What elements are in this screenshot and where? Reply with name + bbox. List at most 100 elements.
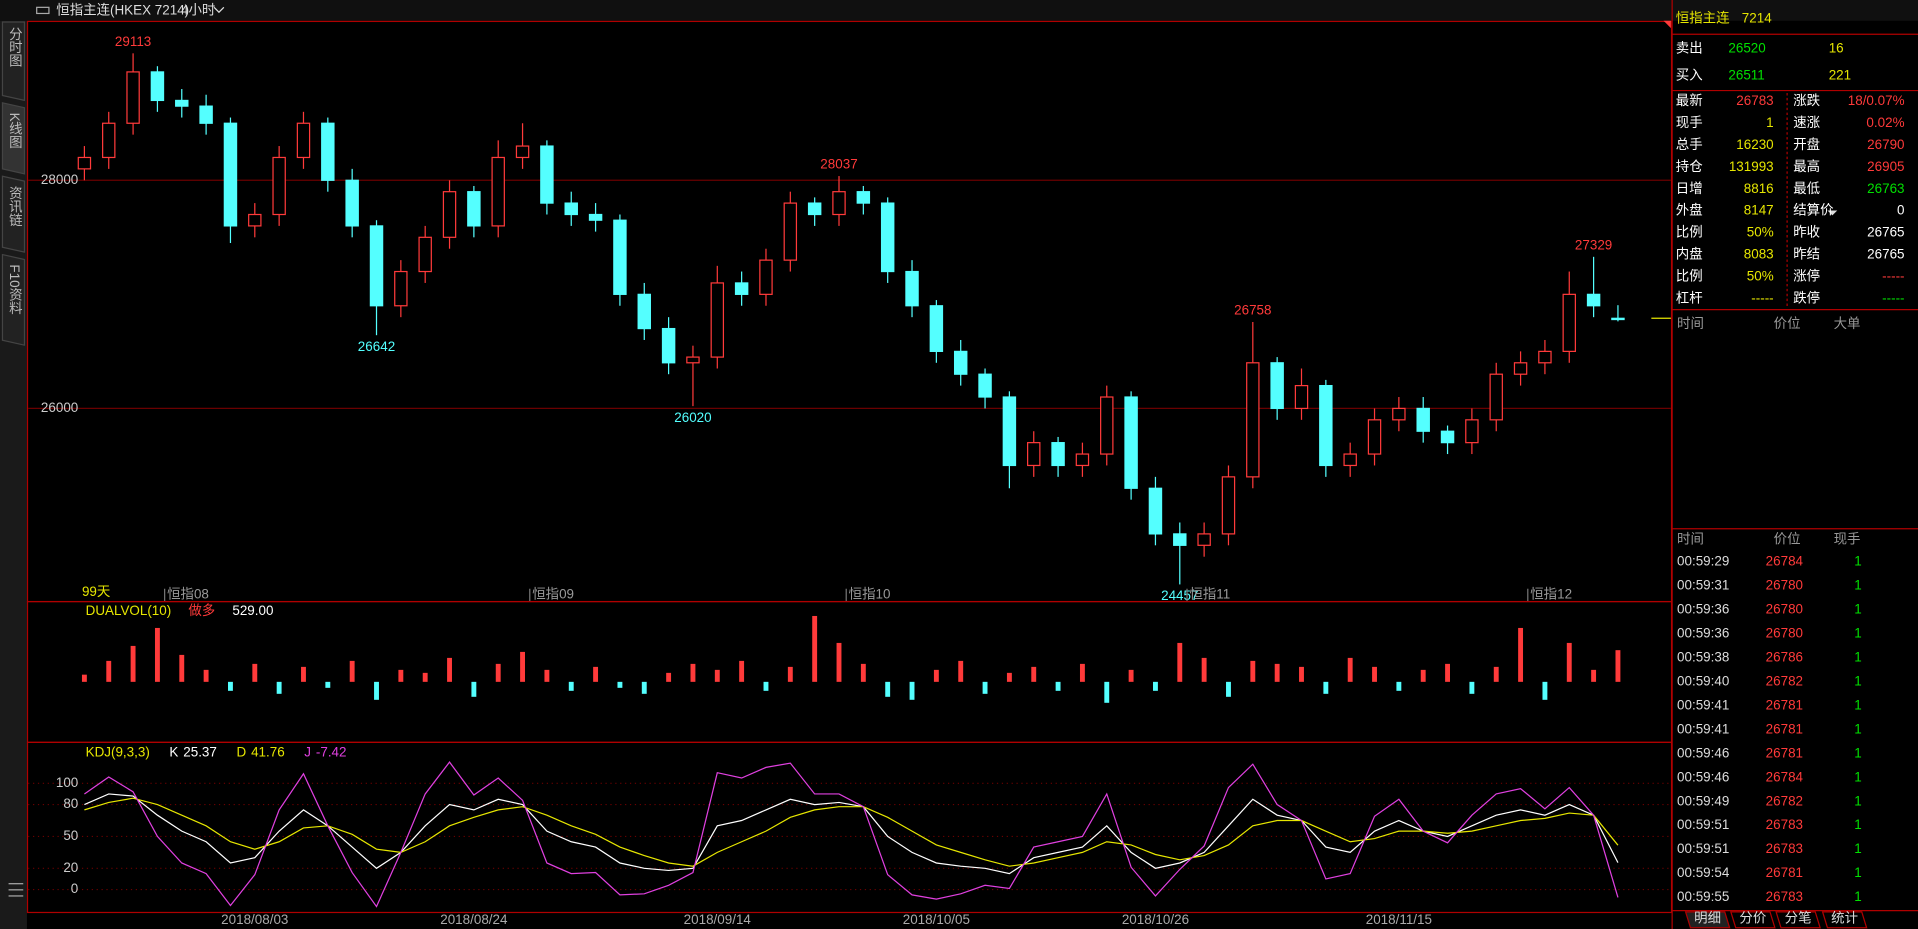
candle-body <box>102 122 116 159</box>
candle-body <box>394 270 408 307</box>
volume-bar <box>1615 650 1621 682</box>
dropdown-icon[interactable] <box>213 6 225 14</box>
order-size: 16 <box>1829 41 1844 56</box>
stat-label: 最新 <box>1676 93 1703 108</box>
candle-body <box>1343 453 1357 467</box>
menu-icon[interactable] <box>8 883 24 897</box>
candle-body <box>1392 407 1406 421</box>
stat-value: 8147 <box>1744 203 1774 218</box>
trade-price: 26780 <box>1766 625 1803 640</box>
side-tab-label[interactable]: K线图 <box>7 113 23 149</box>
stat-label: 涨跌 <box>1793 93 1820 108</box>
side-tab[interactable] <box>1 253 26 346</box>
candle-body <box>686 356 700 364</box>
candle-body <box>1270 362 1284 410</box>
dropdown-icon[interactable] <box>1827 210 1838 216</box>
candle-body <box>442 191 457 238</box>
candle-body <box>856 191 871 204</box>
trade-price: 26781 <box>1766 721 1803 736</box>
stat-value: 50% <box>1747 268 1774 283</box>
candle-body <box>613 219 627 295</box>
candle-body <box>661 327 676 364</box>
volume-bar <box>1396 681 1402 691</box>
trade-size: 1 <box>1854 769 1861 784</box>
toolbar-icon[interactable] <box>36 6 50 15</box>
candle-body <box>175 99 189 107</box>
side-tab[interactable] <box>1 21 26 102</box>
order-size: 221 <box>1829 67 1851 82</box>
candle-body <box>1586 293 1601 307</box>
volume-bar <box>1226 681 1231 697</box>
volume-bar <box>252 663 258 682</box>
side-tab[interactable] <box>1 102 26 175</box>
trade-size: 1 <box>1854 721 1861 736</box>
candle-body <box>1124 396 1138 489</box>
candle-body <box>1416 407 1430 432</box>
candle-body <box>1538 350 1552 364</box>
stat-value: 16230 <box>1736 137 1773 152</box>
kdj-line <box>84 797 1619 867</box>
candle-body <box>710 282 725 358</box>
candle-body <box>150 71 165 102</box>
period-selector[interactable]: 4小时 <box>181 3 215 18</box>
column-header: 时间 <box>1677 316 1704 331</box>
trade-size: 1 <box>1854 577 1861 592</box>
volume-bar <box>374 681 379 700</box>
trade-time: 00:59:29 <box>1677 553 1729 568</box>
volume-bar <box>154 627 160 682</box>
trade-price: 26783 <box>1766 841 1803 856</box>
candle-body <box>1221 476 1236 535</box>
stat-value: 50% <box>1747 225 1774 240</box>
volume-bar <box>812 615 818 682</box>
candle-body <box>759 259 773 295</box>
stat-value: 18/0.07% <box>1848 93 1905 108</box>
candle-body <box>1148 487 1163 535</box>
candle-body <box>77 156 92 170</box>
volume-bar <box>593 666 599 682</box>
candle-body <box>1319 384 1333 467</box>
bottom-tab[interactable]: 分价 <box>1739 911 1766 926</box>
volume-bar <box>1079 663 1085 682</box>
x-tick-label: 2018/09/14 <box>684 912 752 927</box>
stat-label: 比例 <box>1676 225 1703 240</box>
candle-body <box>1100 396 1114 455</box>
column-header: 现手 <box>1834 531 1861 546</box>
trade-size: 1 <box>1854 793 1861 808</box>
side-tab-label[interactable]: 资讯链 <box>7 186 23 228</box>
trade-size: 1 <box>1854 889 1861 904</box>
trade-price: 26781 <box>1766 745 1803 760</box>
candle-body <box>467 191 481 227</box>
bottom-tab[interactable]: 分笔 <box>1785 911 1812 926</box>
y-tick-label: 20 <box>63 860 78 875</box>
side-tab[interactable] <box>1 175 26 253</box>
volume-bar <box>398 669 404 682</box>
quote-name: 恒指主连 <box>1676 10 1730 25</box>
volume-bar <box>690 663 696 682</box>
volume-bar <box>641 681 647 694</box>
side-tab-label[interactable]: 分时图 <box>7 27 23 68</box>
series-value: 25.37 <box>183 744 217 759</box>
volume-bar <box>1323 681 1329 694</box>
indicator-title: KDJ(9,3,3) <box>86 744 150 759</box>
toolbar-title: 恒指主连(HKEX 7214) <box>56 3 189 18</box>
candle-body <box>1246 362 1260 478</box>
volume-bar <box>1006 672 1012 682</box>
candle-body <box>1197 533 1211 546</box>
volume-bar <box>1518 627 1524 682</box>
high-label: 26758 <box>1234 302 1271 317</box>
bottom-tab[interactable]: 明细 <box>1694 911 1721 926</box>
candle-body <box>369 225 384 307</box>
stat-value: ----- <box>1882 290 1904 305</box>
bottom-tab[interactable]: 统计 <box>1831 911 1858 926</box>
stat-value: 26763 <box>1867 181 1904 196</box>
trade-time: 00:59:36 <box>1677 601 1729 616</box>
volume-bar <box>836 642 842 682</box>
volume-bar <box>422 672 428 682</box>
volume-bar <box>1104 681 1110 703</box>
volume-bar <box>1274 663 1280 682</box>
tab-shape <box>1821 911 1868 929</box>
trade-size: 1 <box>1854 625 1861 640</box>
side-tab-label[interactable]: F10资料 <box>7 264 23 314</box>
volume-bar <box>520 651 526 682</box>
candle-body <box>345 179 359 227</box>
